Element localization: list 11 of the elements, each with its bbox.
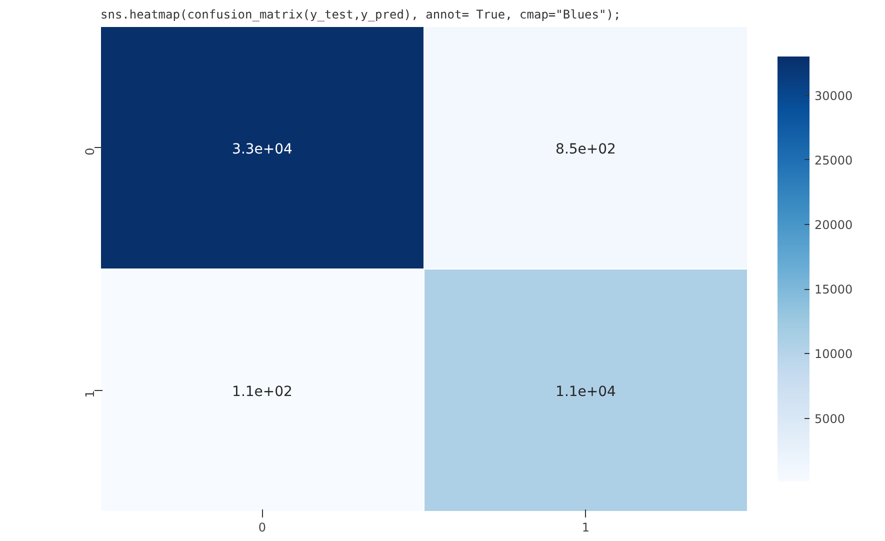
color-bar-label: 25000 bbox=[814, 153, 853, 168]
color-bar-label: 10000 bbox=[814, 347, 853, 362]
text: sns.heatmap(confusion_matrix(y_test,y_pred), annot= True, cmap="Blues"); bbox=[100, 8, 621, 22]
data-label: 1.1e+02 bbox=[232, 384, 292, 400]
data-label: 3.3e+04 bbox=[232, 141, 293, 158]
color-bar-label: 20000 bbox=[814, 218, 853, 232]
color-bar-label: 15000 bbox=[814, 282, 853, 297]
data-label: 1.1e+04 bbox=[556, 384, 616, 400]
color-bar-label: 5000 bbox=[814, 412, 846, 426]
data-label: 8.5e+02 bbox=[556, 141, 616, 158]
color-bar-label: 30000 bbox=[814, 88, 853, 103]
